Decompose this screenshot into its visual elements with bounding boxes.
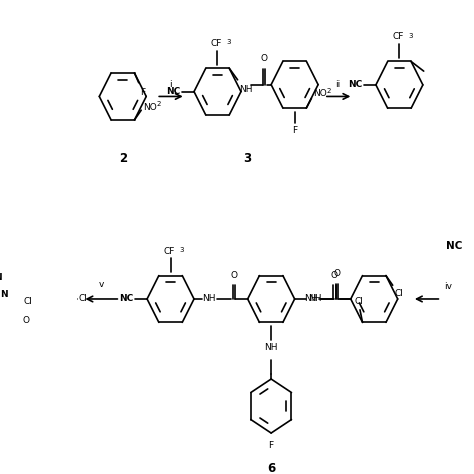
Text: NO: NO	[313, 89, 327, 98]
Text: NC: NC	[166, 87, 181, 96]
Text: N: N	[0, 290, 8, 299]
Text: CF: CF	[163, 246, 174, 255]
Text: O: O	[334, 269, 341, 278]
Text: NO: NO	[143, 103, 156, 112]
Text: 3: 3	[409, 33, 413, 38]
Text: NC: NC	[446, 241, 462, 251]
Text: v: v	[99, 280, 104, 289]
Text: O: O	[260, 55, 267, 64]
Text: O: O	[330, 271, 337, 280]
Text: O: O	[231, 271, 238, 280]
Text: 3: 3	[243, 152, 251, 165]
Text: CF: CF	[210, 39, 221, 48]
Text: NC: NC	[348, 81, 363, 90]
Text: NH: NH	[202, 294, 216, 303]
Text: NH: NH	[308, 294, 321, 303]
Text: 2: 2	[327, 88, 331, 94]
Text: F: F	[140, 88, 146, 97]
Text: 3: 3	[227, 39, 231, 46]
Text: O: O	[23, 316, 30, 325]
Text: Cl: Cl	[355, 297, 364, 306]
Text: i: i	[169, 80, 172, 89]
Text: Cl: Cl	[394, 289, 403, 298]
Text: Cl: Cl	[78, 294, 87, 303]
Text: F: F	[269, 441, 273, 450]
Text: ii: ii	[336, 80, 341, 89]
Text: NH: NH	[304, 294, 317, 303]
Text: 2: 2	[118, 152, 127, 165]
Text: Cl: Cl	[24, 297, 33, 306]
Text: CF: CF	[392, 33, 403, 41]
Text: NC: NC	[119, 294, 134, 303]
Text: NH: NH	[264, 343, 278, 352]
Text: NH: NH	[239, 85, 253, 94]
Text: iv: iv	[444, 282, 452, 291]
Text: 2: 2	[156, 101, 161, 108]
Text: N: N	[0, 273, 2, 282]
Text: 6: 6	[267, 462, 275, 474]
Text: F: F	[292, 126, 297, 135]
Text: 3: 3	[180, 246, 184, 253]
